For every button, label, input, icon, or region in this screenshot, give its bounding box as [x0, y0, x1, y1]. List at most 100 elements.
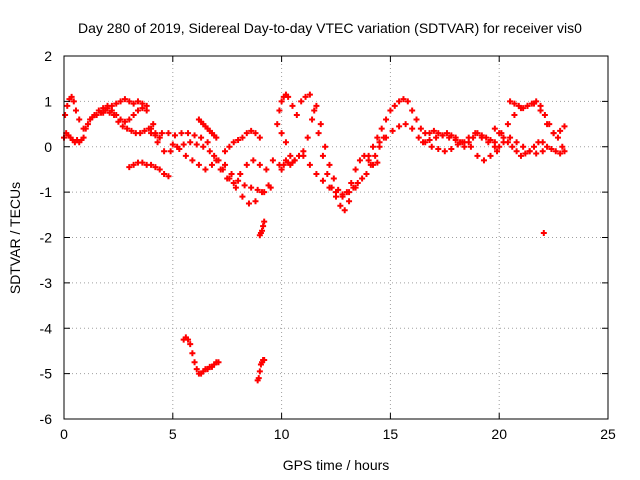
chart-title: Day 280 of 2019, Sidereal Day-to-day VTE… [78, 20, 582, 36]
series-trace-d [126, 159, 172, 180]
data-point [182, 152, 189, 159]
data-point [113, 111, 120, 118]
data-point [126, 116, 133, 123]
series-trace-e [154, 139, 272, 207]
data-point [150, 121, 157, 128]
data-point [511, 111, 518, 118]
y-tick-label: -6 [40, 411, 53, 427]
data-point [93, 111, 100, 118]
data-point [124, 125, 131, 132]
data-point [278, 166, 285, 173]
series-trace-l [274, 91, 387, 214]
data-point [235, 136, 242, 143]
data-point [148, 161, 155, 168]
data-layer [61, 91, 568, 384]
data-point [187, 139, 194, 146]
data-point [285, 93, 292, 100]
series-trace-j [180, 334, 222, 377]
data-point [319, 177, 326, 184]
data-point [485, 139, 492, 146]
series-trace-h [222, 127, 263, 155]
data-point [222, 161, 229, 168]
data-point [261, 189, 268, 196]
y-tick-label: 0 [44, 139, 52, 155]
data-point [193, 141, 200, 148]
data-point [89, 114, 96, 121]
data-point [541, 111, 548, 118]
data-point [537, 102, 544, 109]
data-point [337, 202, 344, 209]
data-point [222, 148, 229, 155]
data-point [276, 107, 283, 114]
data-point [354, 180, 361, 187]
data-point [156, 134, 163, 141]
y-tick-label: -3 [40, 275, 53, 291]
data-point [141, 127, 148, 134]
data-point [202, 166, 209, 173]
data-point [161, 148, 168, 155]
data-point [239, 134, 246, 141]
data-point [143, 107, 150, 114]
data-point [352, 166, 359, 173]
data-point [148, 125, 155, 132]
data-point [322, 143, 329, 150]
data-point [252, 130, 259, 137]
data-point [189, 157, 196, 164]
x-tick-label: 0 [60, 426, 68, 442]
data-point [228, 170, 235, 177]
data-point [491, 143, 498, 150]
data-point [243, 130, 250, 137]
data-point [413, 116, 420, 123]
data-point [533, 150, 540, 157]
data-point [326, 184, 333, 191]
data-point [230, 139, 237, 146]
data-point [417, 125, 424, 132]
data-point [346, 189, 353, 196]
data-point [80, 125, 87, 132]
data-point [165, 130, 172, 137]
data-point [208, 161, 215, 168]
data-point [330, 175, 337, 182]
x-tick-label: 20 [491, 426, 507, 442]
data-point [333, 189, 339, 196]
data-point [137, 130, 144, 137]
data-point [248, 184, 255, 191]
data-point [404, 98, 411, 105]
data-point [282, 139, 289, 146]
data-point [402, 121, 409, 128]
data-point [561, 123, 568, 130]
data-point [376, 139, 383, 146]
data-point [187, 341, 194, 348]
data-point [204, 139, 211, 146]
data-point [108, 107, 115, 114]
data-point [446, 134, 453, 141]
data-point [130, 161, 137, 168]
data-point [443, 130, 450, 137]
data-point [256, 161, 263, 168]
data-point [97, 109, 104, 116]
data-point [533, 98, 540, 105]
x-axis-label: GPS time / hours [283, 457, 390, 473]
data-point [435, 146, 442, 153]
data-point [298, 98, 305, 105]
data-point [341, 207, 348, 214]
data-point [369, 161, 376, 168]
data-point [256, 368, 263, 375]
data-point [130, 100, 137, 107]
data-point [363, 170, 370, 177]
data-point [259, 227, 266, 234]
data-point [339, 193, 346, 200]
data-point [324, 170, 331, 177]
data-point [365, 152, 372, 159]
data-point [134, 107, 141, 114]
data-point [441, 148, 448, 155]
data-point [304, 134, 311, 141]
data-point [76, 116, 83, 123]
data-point [158, 130, 165, 137]
data-point [539, 139, 546, 146]
x-tick-label: 25 [600, 426, 616, 442]
data-point [161, 170, 168, 177]
data-point [561, 148, 568, 155]
data-point [396, 123, 403, 130]
data-point [267, 184, 274, 191]
